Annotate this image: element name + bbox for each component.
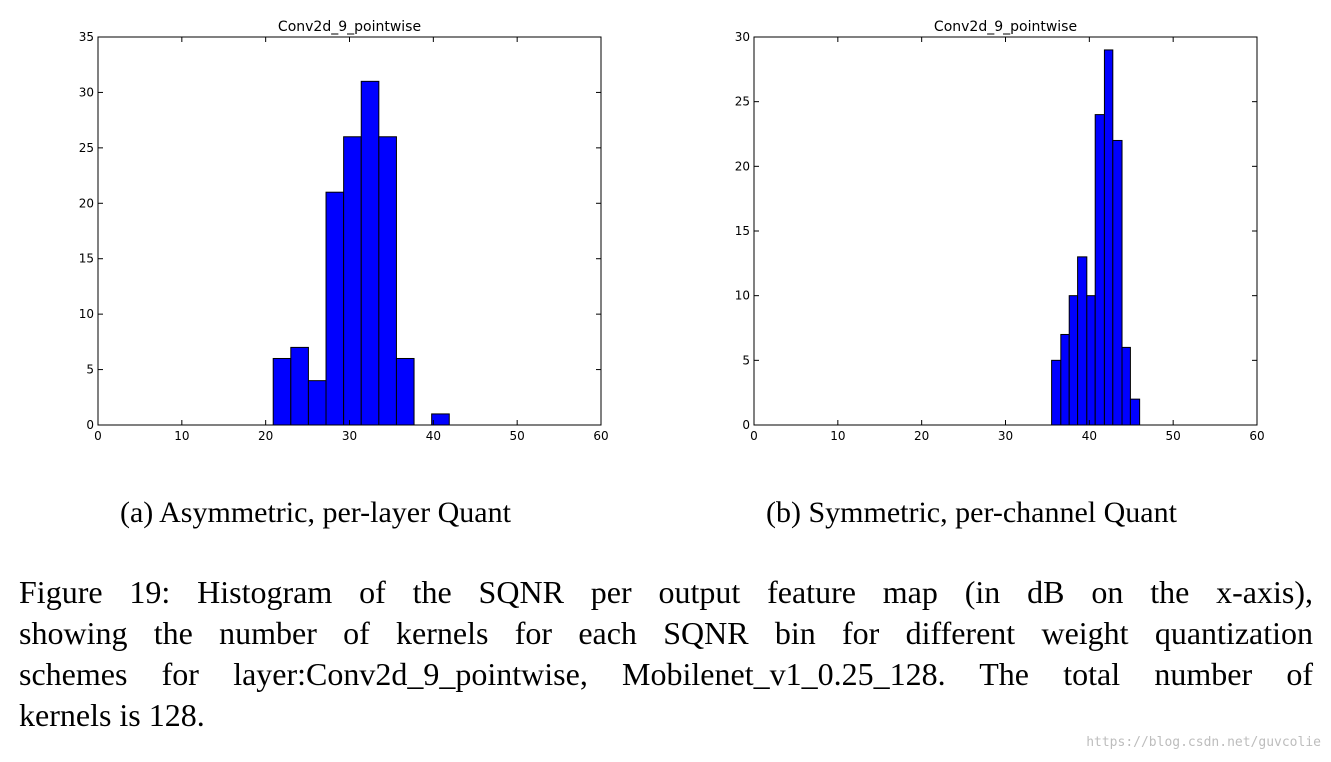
x-tick-label: 0 xyxy=(94,429,102,443)
y-tick-label: 25 xyxy=(79,141,94,155)
subcaption-b: (b) Symmetric, per-channel Quant xyxy=(766,496,1177,529)
caption-line: showing the number of kernels for each S… xyxy=(19,615,1313,651)
subcaption-a: (a) Asymmetric, per-layer Quant xyxy=(120,496,511,529)
y-tick-label: 15 xyxy=(735,224,750,238)
histogram-bar xyxy=(360,80,380,426)
histogram-bar xyxy=(431,413,450,426)
y-tick-label: 10 xyxy=(735,289,750,303)
y-tick-label: 25 xyxy=(735,95,750,109)
x-tick-label: 60 xyxy=(593,429,608,443)
x-tick-label: 20 xyxy=(914,429,929,443)
y-tick-label: 15 xyxy=(79,252,94,266)
x-tick-label: 60 xyxy=(1249,429,1264,443)
histogram-bar xyxy=(395,357,415,426)
histogram-bar xyxy=(1086,295,1096,426)
histogram-bar xyxy=(307,380,327,426)
histogram-symmetric-per-channel: Conv2d_9_pointwise 0 10 20 30 40 50 60 0 5 10 15 20 2… xyxy=(735,19,1265,443)
chart-title: Conv2d_9_pointwise xyxy=(934,19,1077,35)
x-tick-label: 40 xyxy=(426,429,441,443)
chart-title: Conv2d_9_pointwise xyxy=(278,19,421,35)
histogram-bar xyxy=(1068,295,1079,426)
caption-line: Figure 19: Histogram of the SQNR per out… xyxy=(19,574,1313,610)
x-tick-label: 30 xyxy=(342,429,357,443)
x-tick-label: 0 xyxy=(750,429,758,443)
histogram-bar xyxy=(1060,333,1070,426)
x-tick-label: 50 xyxy=(510,429,525,443)
histogram-bar xyxy=(1112,139,1123,426)
histogram-asymmetric-per-layer: Conv2d_9_pointwise 0 10 20 30 40 50 60 0 5 10 15 20 2… xyxy=(79,19,609,443)
histogram-bar xyxy=(1094,114,1105,426)
x-tick-label: 10 xyxy=(830,429,845,443)
x-tick-label: 20 xyxy=(258,429,273,443)
x-tick-label: 40 xyxy=(1082,429,1097,443)
histogram-bar xyxy=(1129,398,1141,426)
histogram-bar xyxy=(343,136,362,426)
histogram-bar xyxy=(325,191,345,426)
watermark: https://blog.csdn.net/guvcolie xyxy=(1086,735,1321,750)
figure-caption: Figure 19: Histogram of the SQNR per out… xyxy=(19,572,1313,736)
y-tick-label: 20 xyxy=(735,159,750,173)
y-tick-label: 30 xyxy=(79,85,94,99)
histogram-bar xyxy=(290,346,309,426)
histogram-bar xyxy=(272,357,292,426)
x-tick-label: 10 xyxy=(174,429,189,443)
y-tick-label: 10 xyxy=(79,307,94,321)
y-tick-label: 30 xyxy=(735,30,750,44)
y-tick-label: 35 xyxy=(79,30,94,44)
histogram-bar xyxy=(1051,359,1062,426)
caption-line: kernels is 128. xyxy=(19,697,205,733)
y-tick-label: 0 xyxy=(86,418,94,432)
histogram-bar xyxy=(378,136,397,426)
x-tick-label: 50 xyxy=(1166,429,1181,443)
y-tick-label: 0 xyxy=(742,418,750,432)
y-tick-label: 5 xyxy=(86,363,94,377)
x-tick-label: 30 xyxy=(998,429,1013,443)
histogram-bar xyxy=(1121,346,1131,426)
y-tick-label: 20 xyxy=(79,196,94,210)
caption-line: schemes for layer:Conv2d_9_pointwise, Mo… xyxy=(19,656,1313,692)
histogram-bar xyxy=(1103,49,1114,426)
histogram-bar xyxy=(1077,256,1088,426)
y-tick-label: 5 xyxy=(742,353,750,367)
plot-frame xyxy=(753,36,1258,426)
